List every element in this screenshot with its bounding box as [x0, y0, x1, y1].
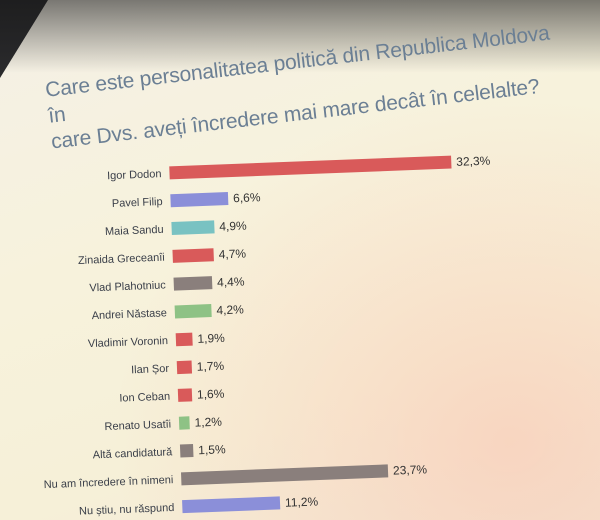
category-label: Nu am încredere în nimeni: [44, 474, 174, 491]
value-label: 4,9%: [219, 219, 247, 234]
value-label: 1,7%: [197, 359, 225, 374]
bar: [170, 191, 229, 208]
bar: [172, 248, 214, 263]
value-label: 1,2%: [194, 415, 222, 430]
value-label: 11,2%: [285, 494, 319, 509]
category-label: Zinaida Greceanîi: [78, 252, 165, 267]
bar: [176, 360, 193, 375]
category-label: Nu știu, nu răspund: [79, 502, 175, 518]
bar: [174, 304, 212, 319]
plot-area: Igor Dodon 32,3% Pavel Filip 6,6% Maia Sandu…: [44, 154, 491, 518]
value-label: 1,9%: [197, 331, 225, 346]
category-label: Pavel Filip: [112, 196, 163, 210]
value-label: 1,6%: [197, 387, 225, 402]
category-label: Altă candidatură: [93, 446, 174, 461]
value-label: 23,7%: [393, 462, 428, 477]
value-label: 32,3%: [456, 154, 491, 169]
value-label: 1,5%: [198, 442, 226, 457]
value-label: 4,7%: [218, 247, 246, 262]
bar: [180, 464, 389, 486]
category-label: Vladimir Voronin: [88, 335, 168, 350]
value-label: 4,4%: [217, 274, 245, 289]
bar: [169, 155, 452, 180]
bar: [171, 220, 215, 236]
category-label: Ilan Șor: [131, 363, 170, 376]
category-label: Ion Ceban: [119, 391, 170, 405]
value-label: 6,6%: [233, 190, 261, 205]
bar: [177, 388, 193, 402]
bar: [179, 444, 194, 458]
category-label: Igor Dodon: [107, 168, 162, 182]
category-label: Vlad Plahotniuc: [89, 279, 166, 294]
bar: [178, 416, 190, 430]
bar: [173, 276, 213, 291]
category-label: Maia Sandu: [105, 224, 164, 238]
value-label: 4,2%: [216, 302, 244, 317]
category-label: Renato Usatîi: [104, 419, 171, 434]
category-label: Andrei Năstase: [91, 307, 167, 322]
bar: [175, 332, 193, 347]
bar: [182, 496, 281, 514]
